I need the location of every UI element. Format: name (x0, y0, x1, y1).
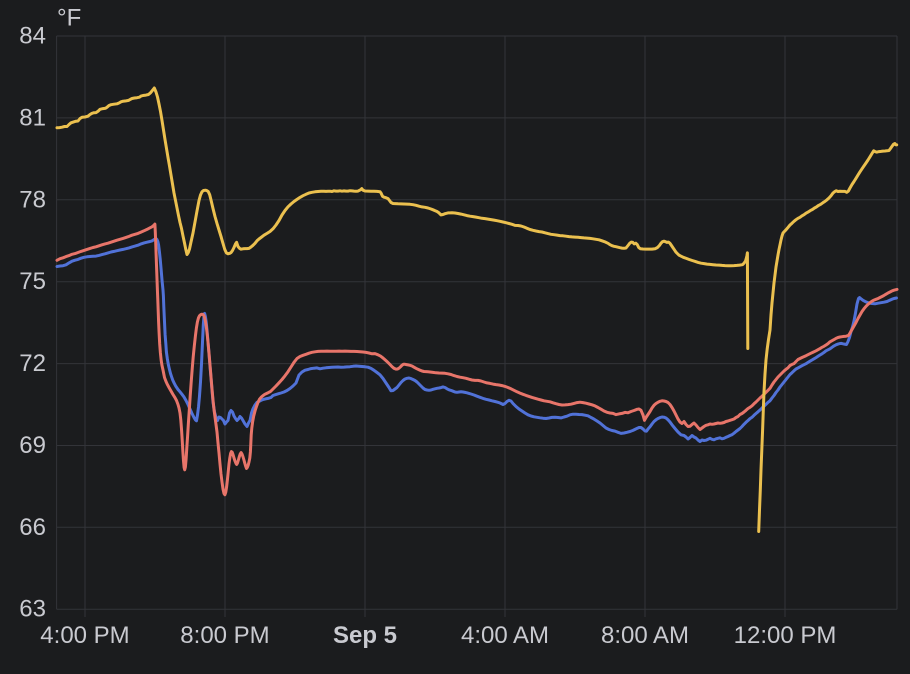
svg-text:4:00 AM: 4:00 AM (461, 622, 549, 649)
svg-text:69: 69 (19, 432, 46, 459)
svg-text:Sep 5: Sep 5 (333, 622, 397, 649)
svg-text:°F: °F (57, 5, 81, 32)
svg-text:81: 81 (19, 104, 46, 131)
svg-text:8:00 AM: 8:00 AM (601, 622, 689, 649)
svg-text:75: 75 (19, 268, 46, 295)
svg-text:72: 72 (19, 350, 46, 377)
svg-text:63: 63 (19, 596, 46, 623)
svg-text:66: 66 (19, 514, 46, 541)
svg-text:84: 84 (19, 23, 46, 50)
svg-text:4:00 PM: 4:00 PM (40, 622, 129, 649)
svg-text:78: 78 (19, 186, 46, 213)
svg-text:12:00 PM: 12:00 PM (734, 622, 837, 649)
svg-text:8:00 PM: 8:00 PM (180, 622, 269, 649)
